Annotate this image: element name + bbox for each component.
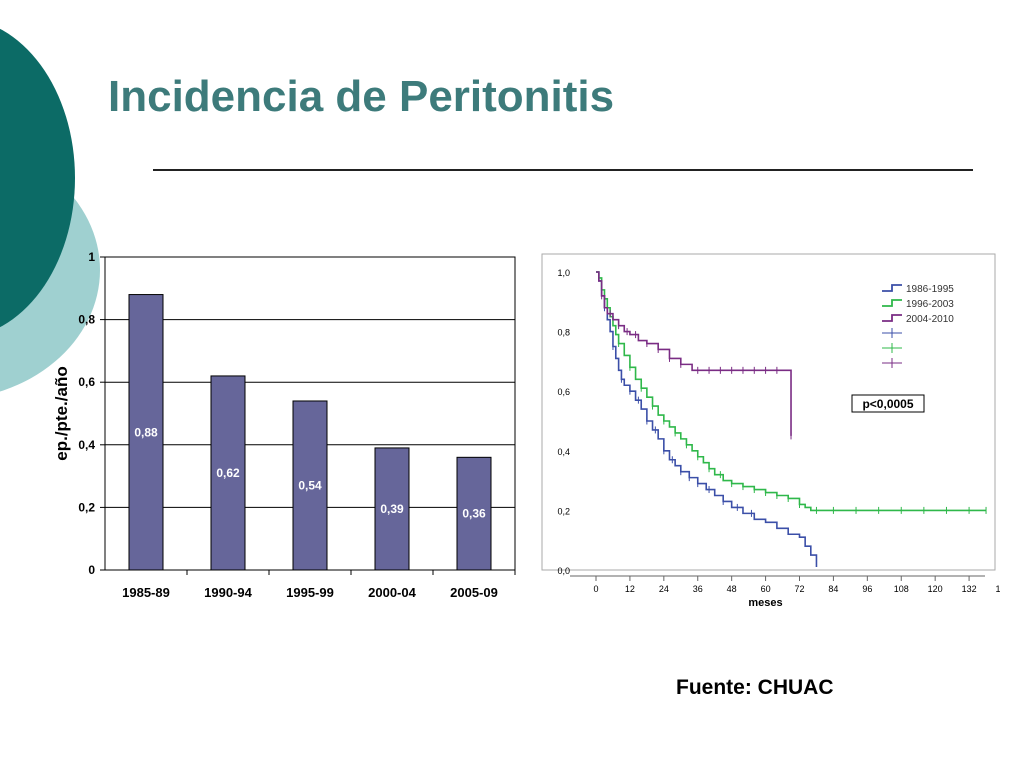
slide-title: Incidencia de Peritonitis: [108, 72, 615, 121]
survival-curve: [596, 271, 818, 568]
x-tick-label: 1990-94: [204, 585, 252, 600]
x-tick-label: 24: [659, 584, 669, 594]
bar: [210, 375, 246, 571]
bar-value-label: 0,62: [216, 466, 240, 480]
y-axis-label: ep./pte./año: [52, 366, 71, 460]
p-value-label: p<0,0005: [862, 397, 913, 411]
x-axis-label: meses: [748, 597, 782, 609]
y-tick-label: 0,2: [78, 500, 95, 514]
x-tick-label: 60: [761, 584, 771, 594]
bar: [456, 456, 492, 571]
y-tick-label: 0,2: [557, 506, 570, 516]
survival-chart: 0 12 24 36 48 60 72 84 96 108 120 132 144 meses 0,0 0,2…: [541, 253, 1000, 609]
legend-swatch: [882, 299, 902, 307]
x-tick-label: 0: [593, 584, 598, 594]
y-tick-label: 0,6: [78, 375, 95, 389]
x-tick-label: 2000-04: [368, 585, 416, 600]
bar: [128, 294, 164, 571]
bar-value-label: 0,54: [298, 478, 322, 492]
x-tick-label: 72: [794, 584, 804, 594]
y-tick-label: 1: [88, 250, 95, 264]
x-tick-label: 36: [693, 584, 703, 594]
title-divider: [153, 169, 973, 171]
legend-swatch: [882, 314, 902, 322]
y-tick-label: 1,0: [557, 268, 570, 278]
y-tick-label: 0,4: [557, 447, 570, 457]
x-tick-label: 2005-09: [450, 585, 498, 600]
y-tick-label: 0,4: [78, 438, 95, 452]
p-value-box: [851, 394, 925, 413]
x-tick-label: 96: [862, 584, 872, 594]
y-tick-label: 0: [88, 563, 95, 577]
source-label: Fuente: CHUAC: [676, 676, 834, 699]
legend-label: 1986-1995: [906, 284, 954, 295]
bar: [374, 447, 410, 571]
x-tick-label: 12: [625, 584, 635, 594]
legend-swatch: [882, 284, 902, 292]
bar: [292, 400, 328, 571]
x-tick-label: 120: [928, 584, 943, 594]
y-tick-label: 0,8: [78, 313, 95, 327]
x-tick-label: 108: [894, 584, 909, 594]
legend-label: 2004-2010: [906, 314, 954, 325]
bar-value-label: 0,36: [462, 507, 486, 521]
x-tick-label: 132: [962, 584, 977, 594]
x-tick-label: 84: [828, 584, 838, 594]
decorative-circles: [0, 0, 110, 420]
legend-label: 1996-2003: [906, 299, 954, 310]
y-tick-label: 0,0: [557, 566, 570, 576]
x-tick-label: 144: [995, 584, 1000, 594]
y-tick-label: 0,8: [557, 328, 570, 338]
bar-chart: 0 0,2 0,4 0,6 0,8 1 ep./pte./año 0,88 1985-89 0,6…: [52, 250, 516, 600]
x-tick-label: 1985-89: [122, 585, 170, 600]
y-tick-label: 0,6: [557, 387, 570, 397]
bar-value-label: 0,88: [134, 425, 158, 439]
x-tick-label: 1995-99: [286, 585, 334, 600]
bar-value-label: 0,39: [380, 502, 404, 516]
x-tick-label: 48: [727, 584, 737, 594]
